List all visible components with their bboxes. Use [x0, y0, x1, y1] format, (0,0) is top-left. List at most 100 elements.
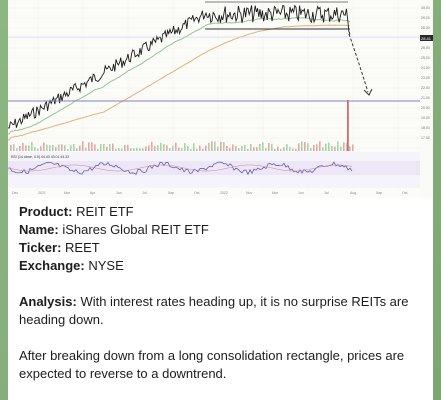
rsi-line: [8, 161, 353, 176]
volume-bar: [61, 144, 63, 151]
volume-bar: [295, 148, 297, 151]
stock-chart-image: 30.0029.0028.0027.0026.0025.0024.0023.00…: [8, 0, 433, 198]
volume-bar: [199, 145, 201, 151]
price-tick-label: 22.00: [421, 86, 430, 90]
volume-bar: [259, 143, 261, 151]
projection-arrow: [348, 33, 369, 93]
time-tick-label: Oct: [402, 191, 407, 195]
volume-bar: [280, 148, 282, 151]
volume-bar: [217, 146, 219, 151]
volume-bar: [160, 142, 162, 151]
volume-bar: [31, 141, 33, 151]
volume-bar: [172, 145, 174, 151]
volume-bar: [229, 147, 231, 151]
volume-bar: [142, 148, 144, 151]
volume-bar: [64, 145, 66, 151]
price-tick-label: 18.00: [421, 126, 430, 130]
volume-bar: [148, 145, 150, 151]
exchange-value: NYSE: [88, 258, 124, 273]
exchange-line: Exchange: NYSE: [19, 257, 423, 275]
volume-bar: [190, 148, 192, 151]
rsi-signal-line: [8, 164, 353, 172]
volume-bar: [40, 146, 42, 151]
volume-bar: [85, 147, 87, 151]
volume-bar: [88, 142, 90, 151]
volume-bar: [331, 145, 333, 151]
volume-bar: [271, 143, 273, 151]
moving-average-short: [8, 16, 351, 135]
volume-bar: [145, 146, 147, 151]
volume-bar: [256, 147, 258, 151]
volume-bar: [22, 142, 24, 151]
name-value: iShares Global REIT ETF: [62, 222, 209, 237]
volume-bar: [268, 143, 270, 151]
volume-bar: [175, 142, 177, 151]
time-tick-label: Jul: [324, 191, 329, 195]
time-tick-label: Sep: [168, 191, 174, 195]
price-tick-label: 26.00: [421, 46, 430, 50]
volume-bar: [241, 145, 243, 151]
volume-bar: [334, 146, 336, 151]
volume-bar: [316, 144, 318, 151]
name-label: Name:: [19, 222, 59, 237]
volume-bar: [157, 145, 159, 151]
volume-bar: [25, 145, 27, 151]
volume-bar: [37, 148, 39, 151]
time-tick-label: Oct: [194, 191, 199, 195]
volume-bar: [322, 147, 324, 151]
message-card: 30.0029.0028.0027.0026.0025.0024.0023.00…: [8, 0, 433, 400]
volume-bar: [127, 144, 129, 151]
volume-bar: [55, 147, 57, 151]
time-axis: Dec 2021 Mar Apr Jun Jul Sep Oct 2022 Nov Mar Jun Ju…: [12, 191, 407, 195]
volume-bar: [34, 147, 36, 151]
time-tick-label: Nov: [246, 191, 252, 195]
volume-bar: [253, 147, 255, 151]
chart-svg: 30.0029.0028.0027.0026.0025.0024.0023.00…: [8, 0, 433, 198]
rsi-band: [8, 161, 420, 175]
volume-bar: [265, 147, 267, 151]
volume-bar: [58, 144, 60, 151]
volume-bar: [118, 148, 120, 151]
ticker-label: Ticker:: [19, 240, 62, 255]
volume-bar: [337, 141, 339, 151]
volume-bar: [130, 148, 132, 151]
price-axis: 30.0029.0028.0027.0026.0025.0024.0023.00…: [420, 0, 433, 198]
exchange-label: Exchange:: [19, 258, 85, 273]
product-value: REIT ETF: [76, 204, 134, 219]
volume-bar: [310, 147, 312, 151]
volume-bar: [181, 148, 183, 151]
price-tick-label: 19.00: [421, 116, 430, 120]
price-tick-label: 20.00: [421, 106, 430, 110]
volume-bar: [220, 141, 222, 151]
volume-bar: [250, 144, 252, 151]
volume-bar: [151, 141, 153, 151]
volume-bar: [19, 145, 21, 151]
volume-bars: [10, 100, 354, 151]
volume-bar: [49, 145, 51, 151]
volume-bar: [343, 142, 345, 151]
volume-bar: [340, 146, 342, 151]
volume-bar: [304, 141, 306, 151]
price-tick-label: 17.00: [421, 136, 430, 140]
volume-bar: [112, 143, 114, 151]
ticker-line: Ticker: REET: [19, 239, 423, 257]
volume-bar: [301, 141, 303, 151]
analysis-paragraph: Analysis: With interest rates heading up…: [19, 293, 423, 329]
volume-bar: [184, 142, 186, 151]
volume-bar: [13, 144, 15, 151]
rsi-label: RSI (14 close, 0.0) 44.43 43.01 44.32: [11, 155, 69, 159]
volume-bar: [121, 148, 123, 151]
volume-bar: [346, 142, 348, 151]
volume-bar: [124, 145, 126, 151]
time-tick-label: Mar: [64, 191, 71, 195]
projection-arrowhead: [363, 88, 373, 96]
price-candles: [8, 4, 351, 129]
volume-bar: [100, 144, 102, 151]
volume-bar: [97, 148, 99, 151]
volume-bar: [94, 144, 96, 151]
volume-bar: [154, 146, 156, 151]
volume-bar: [289, 146, 291, 151]
volume-bar: [235, 146, 237, 151]
volume-bar: [202, 148, 204, 151]
volume-bar: [52, 145, 54, 151]
